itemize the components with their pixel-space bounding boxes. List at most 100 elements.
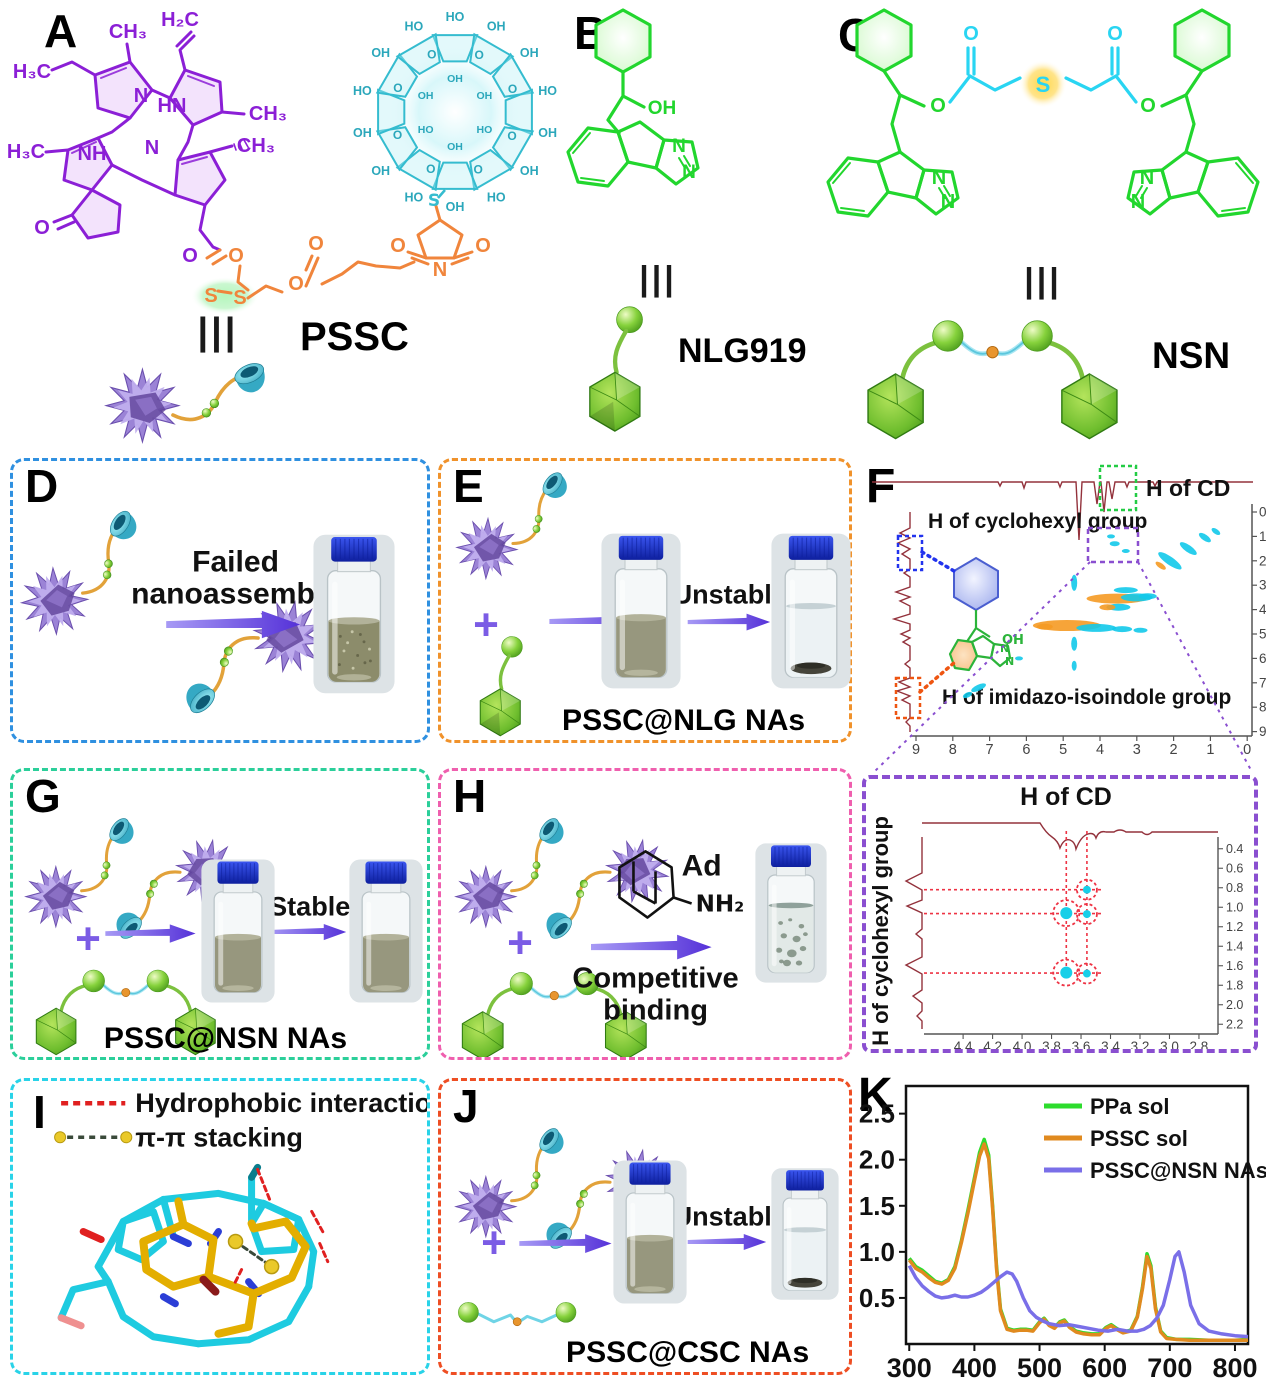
cd-oh-label: OH: [487, 19, 506, 33]
equivalence-symbol: |||: [639, 260, 677, 298]
panel-i-model: Hydrophobic interaction π-π stacking: [54, 1088, 427, 1348]
pipi-legend-label: π-π stacking: [135, 1122, 303, 1152]
zoom-y-tick: 1.0: [1226, 900, 1243, 914]
f-x-tick: 9: [912, 742, 920, 758]
svg-text:N: N: [433, 259, 447, 281]
panel-f-label: F: [866, 460, 895, 513]
pssc-cartoon: [162, 589, 339, 722]
cd-sugar-unit: [395, 32, 441, 76]
vial-photo-aggregated: [755, 827, 827, 999]
pssc-cartoon: [525, 829, 682, 946]
panel-a: A CH₃ H₂C H₃C CH₃ H₃C N HN NH N C: [0, 0, 558, 455]
zoom-x-tick: 3.8: [1042, 1039, 1061, 1049]
svg-text:N: N: [941, 191, 955, 213]
vial-photo-nas: [201, 847, 275, 1015]
k-x-tick: 400: [952, 1353, 997, 1383]
blue-connector: [920, 550, 956, 573]
f-x-tick: 1: [1206, 742, 1214, 758]
svg-text:O: O: [228, 245, 244, 267]
noesy-cross-peak: [1155, 561, 1166, 570]
f-x-tick: 3: [1133, 742, 1141, 758]
zoom-x-tick: 2.8: [1190, 1039, 1209, 1049]
cd-oh-label: OH: [371, 164, 390, 178]
linker-atom-labels: O S S O O O O N: [204, 233, 490, 309]
cyclohexyl-region-box: [896, 534, 924, 572]
cd-oh-label: OH: [418, 90, 434, 102]
failed-text-2: nanoassembly: [131, 578, 340, 611]
f-y-tick: 0: [1259, 505, 1266, 520]
zoom-left-label: H of cyclohexyl group: [868, 816, 893, 1046]
panel-e-scheme: + Unstable PSSC@NLG NAs: [441, 464, 805, 738]
zoom-x-tick: 4.4: [954, 1039, 973, 1049]
zoom-cross-peak: [1060, 907, 1073, 920]
svg-text:O: O: [475, 235, 491, 257]
zoom-y-tick: 2.0: [1226, 998, 1243, 1012]
cd-oh-label: OH: [371, 46, 390, 60]
cd-oh-label: HO: [477, 124, 493, 136]
svg-text:N: N: [1005, 655, 1014, 668]
cyclodextrin-glow: [389, 46, 521, 178]
noesy-cross-peak: [1211, 527, 1221, 536]
vial-photo-precipitate: [771, 1153, 839, 1315]
hydrophobic-legend-label: Hydrophobic interaction: [135, 1088, 427, 1118]
caption: PSSC@CSC NAs: [566, 1336, 809, 1369]
csc-cartoon: [456, 1300, 578, 1328]
zoom-left-trace: [904, 837, 923, 1029]
nsn-name: NSN: [1152, 335, 1230, 376]
svg-text:N: N: [1000, 642, 1009, 655]
zoom-y-tick: 2.2: [1226, 1017, 1243, 1031]
svg-text:O: O: [930, 95, 946, 117]
stick-model: [57, 1163, 330, 1348]
zoom-cross-peaks: 0.4 0.6 0.8 1.0 1.2 1.4 1.6 1.8 2.0 2.2 4.4 4.2 4.0 3…: [924, 831, 1243, 1049]
zoom-x-tick: 3.2: [1131, 1039, 1150, 1049]
k-y-tick: 1.5: [859, 1191, 895, 1221]
noesy-cross-peak: [1138, 593, 1157, 600]
nlg-molecule-inset: OH N N: [948, 556, 1024, 672]
zoom-top-label: H of CD: [1020, 783, 1112, 811]
svg-text:N: N: [1131, 191, 1145, 213]
absorbance-chart: 300 400 500 600 700 800 0.5 1.0 1.5 2.0 2.5 PPa sol…: [859, 1084, 1266, 1383]
panel-d-label: D: [25, 460, 59, 512]
vial-photo: [349, 859, 423, 1003]
f-y-tick: 3: [1259, 578, 1266, 593]
zoom-expansion-lines: [873, 561, 1253, 772]
k-series-pssc-nsn-nas: [907, 1250, 1249, 1339]
cd-oh-label: OH: [447, 141, 463, 153]
svg-text:OH: OH: [648, 98, 677, 119]
panel-j-scheme: + Unstable PSSC@CSC NAs: [441, 1120, 809, 1369]
vial-photo: [613, 1160, 687, 1304]
nlg919-cartoon: [478, 634, 525, 738]
k-y-tick: 2.5: [859, 1099, 895, 1129]
noesy-cross-peak: [1179, 542, 1197, 556]
k-y-tick: 1.0: [859, 1237, 895, 1267]
f-x-tick: 8: [949, 742, 957, 758]
f-x-tick: 7: [986, 742, 994, 758]
nmr-left-trace: [891, 512, 912, 732]
k-series-pssc-sol: [907, 1142, 1248, 1343]
panel-c: C O O O O S N: [820, 0, 1266, 455]
zoom-peak-circle: [1052, 958, 1081, 987]
cd-oh-label: HO: [538, 84, 557, 98]
cyclodextrin-ring: HO OH OH HO OH OH HO OH HO OH OH HO OH HO O O O O O O O O OH OH…: [353, 10, 557, 214]
equivalence-symbol: |||: [1024, 262, 1062, 300]
unstable-text: Unstable: [673, 1201, 787, 1231]
noesy-cross-peaks: 0 1 2 3 4 5 6 7 8 9 9 8 7 6 5 4 3 2 1 0: [910, 504, 1266, 758]
f-y-tick: 7: [1259, 675, 1266, 690]
zoom-x-tick: 4.2: [983, 1039, 1002, 1049]
panel-b-structure: OH N N ||| NLG919: [566, 8, 807, 455]
cd-oh-label: O: [426, 162, 435, 176]
k-y-tick: 2.0: [859, 1145, 895, 1175]
svg-text:S: S: [233, 287, 246, 309]
noesy-cross-peak: [1076, 623, 1117, 632]
svg-text:H₂C: H₂C: [161, 9, 199, 31]
svg-text:H₃C: H₃C: [7, 141, 45, 163]
zoom-cross-peak: [1082, 969, 1091, 978]
noesy-cross-peak: [1071, 636, 1078, 651]
reaction-arrow-icon: [687, 1234, 767, 1251]
zoom-cross-peak: [1082, 885, 1091, 894]
h-of-cd-label: H of CD: [1146, 475, 1230, 501]
svg-text:H₃C: H₃C: [13, 61, 51, 83]
panel-j-label: J: [453, 1080, 479, 1132]
vial-photo: [771, 533, 851, 689]
vial-photo: [201, 859, 275, 1003]
